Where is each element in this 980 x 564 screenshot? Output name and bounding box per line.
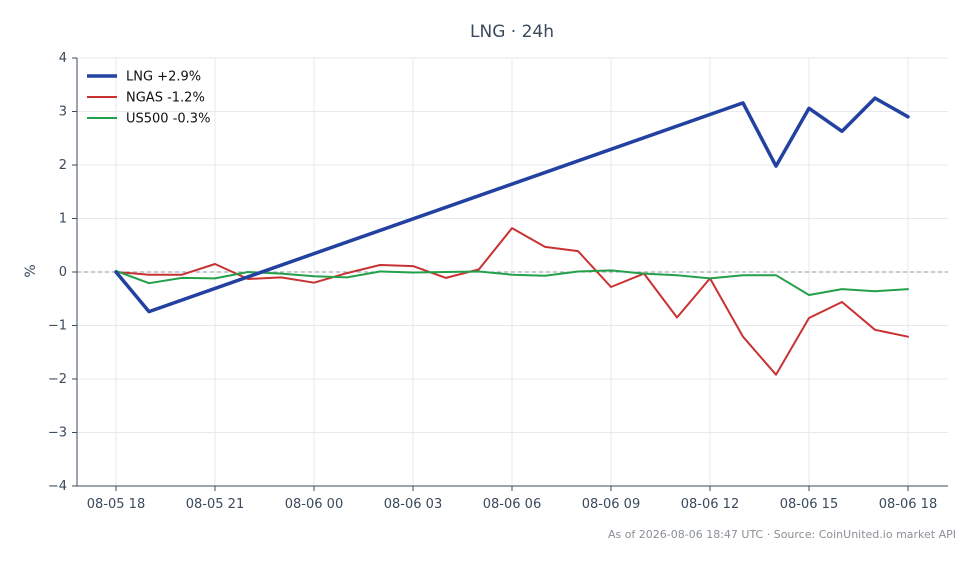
x-tick-label: 08-06 00 bbox=[285, 497, 343, 512]
x-axis-ticks: 08-05 18 08-05 21 08-06 00 08-06 03 08-06 06… bbox=[87, 486, 937, 512]
x-tick-label: 08-05 18 bbox=[87, 497, 145, 512]
legend-label: LNG +2.9% bbox=[126, 70, 201, 85]
x-tick-label: 08-05 21 bbox=[186, 497, 244, 512]
x-tick-label: 08-06 15 bbox=[780, 497, 838, 512]
legend: LNG +2.9% NGAS -1.2% US500 -0.3% bbox=[87, 70, 210, 127]
y-tick-label: 4 bbox=[59, 51, 67, 66]
x-tick-label: 08-06 12 bbox=[681, 497, 739, 512]
y-tick-label: −3 bbox=[48, 426, 67, 441]
y-axis-label: % bbox=[23, 264, 39, 277]
x-tick-label: 08-06 09 bbox=[582, 497, 640, 512]
x-tick-label: 08-06 06 bbox=[483, 497, 541, 512]
series-line-us500 bbox=[115, 269, 909, 296]
y-tick-label: −2 bbox=[48, 372, 67, 387]
y-axis-ticks: 4 3 2 1 0 −1 −2 −3 −4 bbox=[48, 51, 77, 494]
series-line-lng bbox=[114, 96, 910, 314]
y-tick-label: −4 bbox=[48, 479, 67, 494]
footer-source-note: As of 2026-08-06 18:47 UTC · Source: Coi… bbox=[608, 528, 956, 541]
legend-label: US500 -0.3% bbox=[126, 112, 210, 127]
x-tick-label: 08-06 03 bbox=[384, 497, 442, 512]
chart-title: LNG · 24h bbox=[470, 22, 554, 42]
y-tick-label: 1 bbox=[59, 212, 67, 227]
y-tick-label: −1 bbox=[48, 319, 67, 334]
y-tick-label: 3 bbox=[59, 105, 67, 120]
series-line-ngas bbox=[115, 227, 909, 376]
legend-label: NGAS -1.2% bbox=[126, 91, 205, 106]
x-tick-label: 08-06 18 bbox=[879, 497, 937, 512]
y-tick-label: 0 bbox=[59, 265, 67, 280]
y-tick-label: 2 bbox=[59, 158, 67, 173]
series bbox=[114, 96, 910, 376]
